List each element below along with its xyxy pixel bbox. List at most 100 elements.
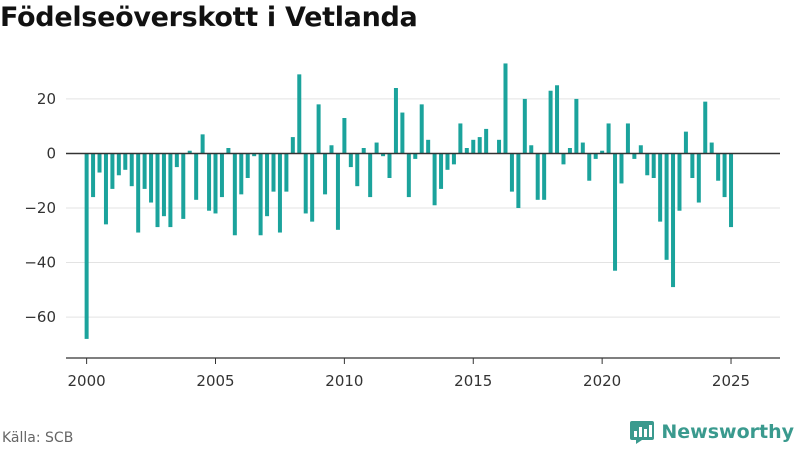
bar [374,142,379,154]
bar [239,153,244,195]
bar [671,153,676,288]
bar [258,153,263,236]
bar [406,153,411,198]
bar [355,153,360,187]
bar [200,134,205,154]
bar [555,85,560,154]
bar [709,142,714,154]
bar [303,153,308,214]
bar [516,153,521,208]
bar [252,153,257,157]
bar [271,153,276,192]
bar [619,153,624,184]
bar [458,123,463,154]
chart-title: Födelseöverskott i Vetlanda [0,2,418,33]
bar [129,153,134,187]
bar [587,153,592,181]
y-tick-label: −40 [24,254,56,272]
bar [194,153,199,200]
bar [561,153,566,165]
bar [413,153,418,159]
bar [600,150,605,154]
bar [529,145,534,154]
bar [97,153,102,173]
bar [432,153,437,206]
bar [232,153,237,236]
bar [658,153,663,222]
bar [219,153,224,198]
bar [484,128,489,154]
bar [174,153,179,168]
bar [509,153,514,192]
bar [625,123,630,154]
bar [207,153,212,211]
bar-series [84,63,734,339]
bar [439,153,444,189]
bar [265,153,270,217]
bar [181,153,186,219]
bar [149,153,154,203]
bar [651,153,656,178]
bar [316,104,321,154]
bar [535,153,540,200]
x-tick-label: 2000 [68,372,106,390]
axes: 20 0 −20 −40 −60 2000 2005 2010 2015 2020 2025 [24,90,780,390]
y-tick-label: −60 [24,308,56,326]
y-tick-label: 20 [37,90,56,108]
bar [103,153,108,225]
bar [690,153,695,178]
bar [471,139,476,154]
bar [606,123,611,154]
bar [323,153,328,195]
bar [91,153,96,198]
bar [136,153,141,233]
bar [722,153,727,198]
x-tick-label: 2005 [196,372,234,390]
bar [638,145,643,154]
bar [310,153,315,222]
bar [729,153,734,228]
bar [245,153,250,178]
bar [284,153,289,192]
bar [497,139,502,154]
bar [213,153,218,214]
bar [155,153,160,228]
bar [613,153,618,271]
brand-name: Newsworthy [661,421,794,443]
bar [110,153,115,189]
newsworthy-logo-icon [630,421,655,444]
brand-logo: Newsworthy [629,419,794,445]
bar [168,153,173,228]
bar [664,153,669,260]
bar [142,153,147,189]
bar [426,139,431,154]
bar [368,153,373,198]
bar [400,112,405,154]
bar [84,153,89,339]
bar [348,153,353,168]
bar [329,145,334,154]
bar [464,148,469,154]
bar [632,153,637,159]
x-tick-label: 2010 [325,372,363,390]
source-note: Källa: SCB [2,430,74,446]
bar [226,148,231,154]
bar [580,142,585,154]
x-tick-label: 2015 [454,372,492,390]
bar [342,118,347,154]
bar [161,153,166,217]
x-tick-label: 2025 [712,372,750,390]
bar [683,131,688,154]
bar [703,101,708,154]
bar [361,148,366,154]
bar [290,137,295,154]
bar [593,153,598,159]
bar [677,153,682,211]
bar-chart: 20 0 −20 −40 −60 2000 2005 2010 2015 2020 2025 [24,63,780,390]
bar [277,153,282,233]
bar [645,153,650,176]
bar [716,153,721,181]
bar [187,150,192,154]
bar [477,137,482,154]
bar [419,104,424,154]
